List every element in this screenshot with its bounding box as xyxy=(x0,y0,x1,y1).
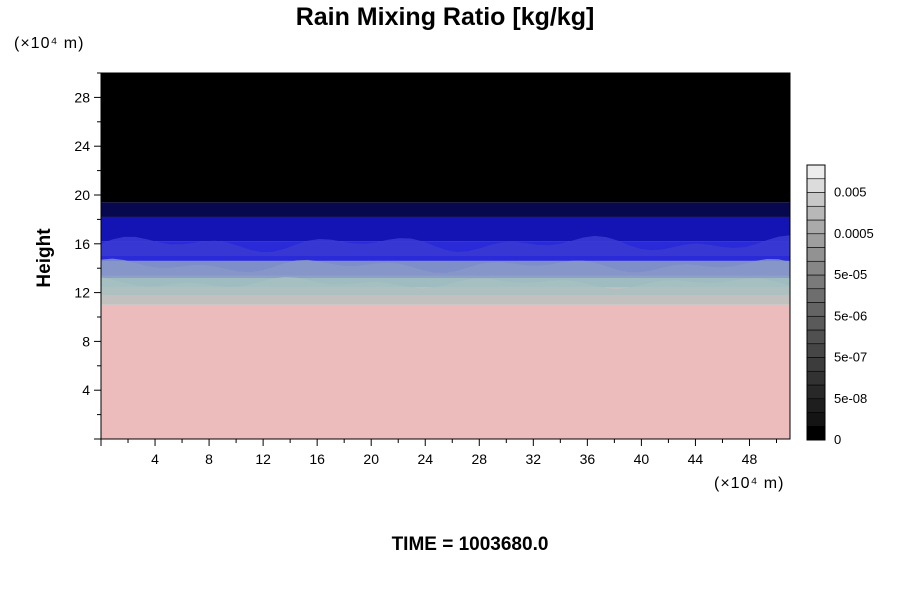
colorbar-segment-5 xyxy=(806,357,826,372)
y-tick-label: 28 xyxy=(74,89,90,105)
y-axis-label: Height xyxy=(34,228,55,288)
colorbar-segment-6 xyxy=(806,343,826,358)
colorbar-segment-11 xyxy=(806,274,826,290)
y-tick-label: 24 xyxy=(74,138,90,154)
plot-area xyxy=(100,72,791,440)
colorbar-label: 5e-08 xyxy=(834,391,867,406)
x-tick-label: 24 xyxy=(417,451,433,467)
colorbar-segment-19 xyxy=(806,164,826,180)
field-band-5 xyxy=(101,216,790,242)
colorbar-segment-12 xyxy=(806,260,826,276)
colorbar-segment-13 xyxy=(806,247,826,262)
chart-title: Rain Mixing Ratio [kg/kg] xyxy=(296,3,595,31)
x-tick-label: 44 xyxy=(688,451,704,467)
colorbar-segment-17 xyxy=(806,192,826,207)
plot-frame xyxy=(100,72,791,440)
colorbar-label: 0.005 xyxy=(834,185,867,200)
y-tick-label: 16 xyxy=(74,236,90,252)
x-axis: 4 8 12 16 20 24 28 32 36 40 44 48 xyxy=(100,439,777,467)
y-tick-label: 4 xyxy=(82,382,90,398)
colorbar-segment-0 xyxy=(806,425,826,441)
colorbar-label: 5e-07 xyxy=(834,350,867,365)
x-tick-label: 12 xyxy=(255,451,271,467)
colorbar-segment-3 xyxy=(806,384,826,400)
y-tick-label: 20 xyxy=(74,187,90,203)
x-tick-label: 36 xyxy=(580,451,596,467)
y-axis-unit-label: (×10⁴ m) xyxy=(14,35,84,52)
colorbar-label: 5e-06 xyxy=(834,308,867,323)
x-tick-label: 28 xyxy=(471,451,487,467)
field-wave-2 xyxy=(101,276,790,296)
x-tick-label: 40 xyxy=(634,451,650,467)
colorbar-segment-10 xyxy=(806,288,826,303)
x-tick-label: 16 xyxy=(309,451,325,467)
colorbar-segment-18 xyxy=(806,178,826,193)
field-band-0 xyxy=(101,304,790,439)
colorbar-segment-15 xyxy=(806,219,826,235)
colorbar-label: 0 xyxy=(834,432,841,447)
colorbar-frame xyxy=(806,164,826,441)
field-wave-1 xyxy=(101,258,790,278)
field-band-6 xyxy=(101,202,790,217)
colorbar-segment-2 xyxy=(806,398,826,413)
colorbar: 0.005 0.0005 5e-05 5e-06 5e-07 5e-08 0 xyxy=(806,164,874,447)
colorbar-segment-14 xyxy=(806,233,826,248)
colorbar-label: 5e-05 xyxy=(834,267,867,282)
x-tick-label: 4 xyxy=(151,451,159,467)
colorbar-segment-16 xyxy=(806,205,826,221)
colorbar-segment-1 xyxy=(806,412,826,427)
y-tick-label: 8 xyxy=(82,333,90,349)
y-axis: 4 8 12 16 20 24 28 xyxy=(74,72,101,440)
time-label: TIME = 1003680.0 xyxy=(392,534,549,555)
field-band-7 xyxy=(101,73,790,203)
field-wave-0 xyxy=(101,235,790,256)
colorbar-segment-8 xyxy=(806,315,826,331)
colorbar-label: 0.0005 xyxy=(834,226,874,241)
y-tick-label: 12 xyxy=(74,285,90,301)
colorbar-segment-9 xyxy=(806,302,826,317)
x-tick-label: 32 xyxy=(526,451,542,467)
x-tick-label: 8 xyxy=(205,451,213,467)
colorbar-segment-4 xyxy=(806,370,826,386)
colorbar-segment-7 xyxy=(806,329,826,345)
x-tick-label: 48 xyxy=(742,451,758,467)
x-axis-unit-label: (×10⁴ m) xyxy=(714,475,784,492)
x-tick-label: 20 xyxy=(363,451,379,467)
